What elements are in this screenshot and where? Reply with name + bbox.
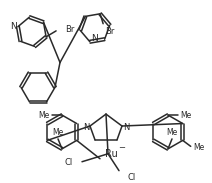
- Text: Me: Me: [166, 128, 178, 137]
- Text: Me: Me: [52, 128, 64, 137]
- Text: Me: Me: [193, 143, 204, 152]
- Text: Cl: Cl: [65, 158, 73, 167]
- Text: N: N: [92, 34, 98, 43]
- Text: −: −: [119, 143, 126, 152]
- Text: Br: Br: [105, 27, 114, 36]
- Text: Br: Br: [65, 25, 74, 34]
- Text: Me: Me: [38, 111, 50, 120]
- Text: N: N: [83, 122, 89, 132]
- Text: Ru: Ru: [105, 149, 117, 159]
- Text: Me: Me: [180, 111, 192, 120]
- Text: Cl: Cl: [127, 173, 135, 182]
- Text: N: N: [123, 122, 129, 132]
- Text: N: N: [11, 22, 17, 31]
